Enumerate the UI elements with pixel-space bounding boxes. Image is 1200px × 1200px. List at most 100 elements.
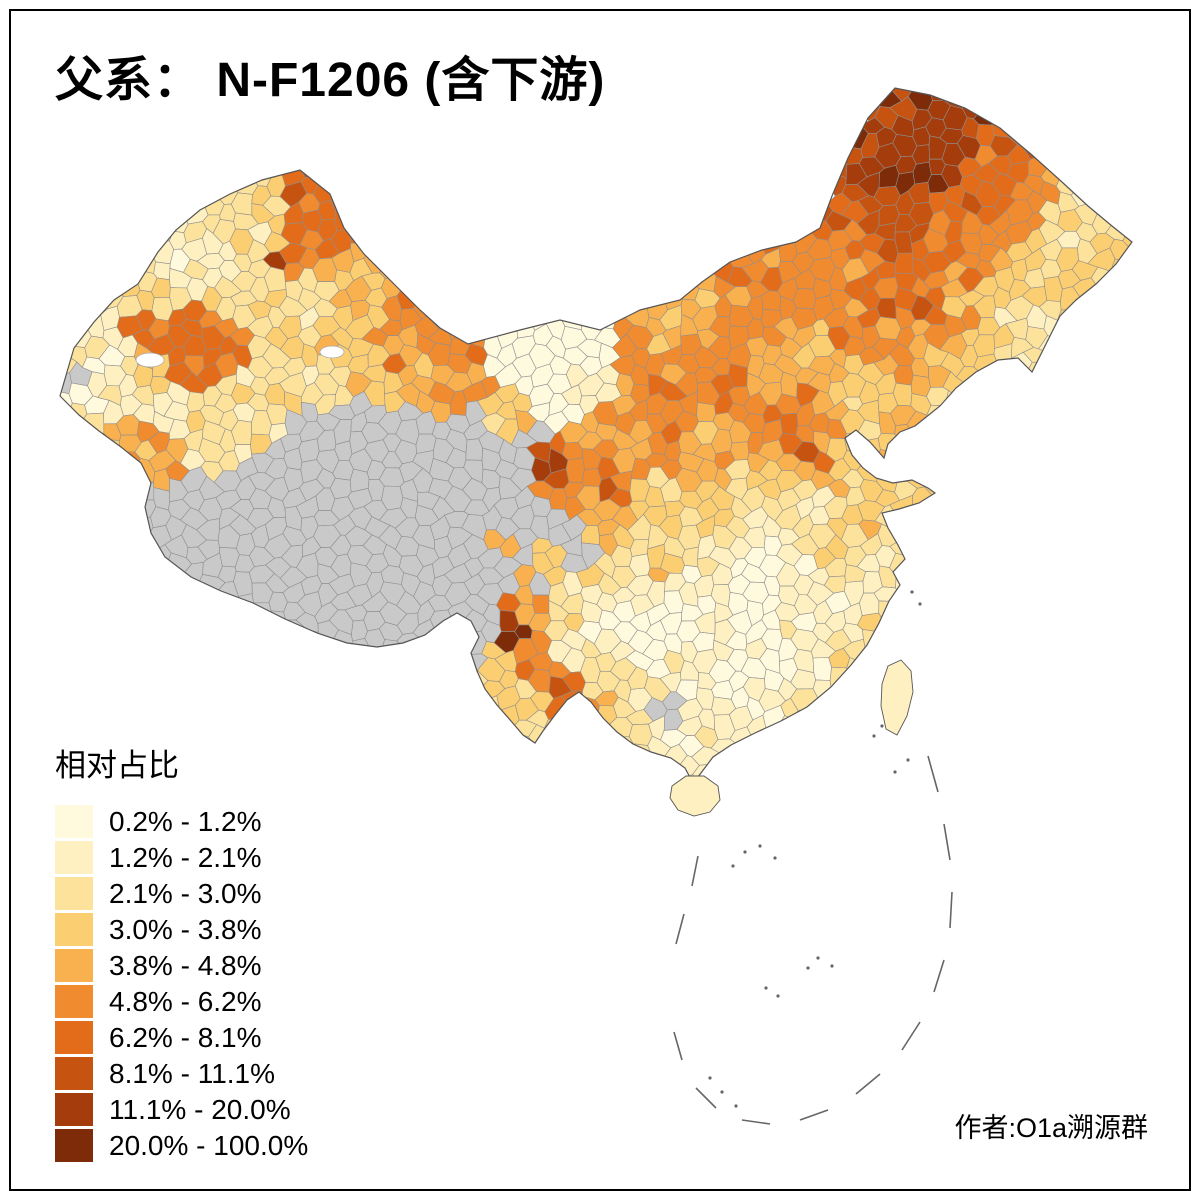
- prefecture-cell: [926, 386, 949, 407]
- prefecture-cell: [153, 261, 171, 281]
- legend-item: 6.2% - 8.1%: [55, 1021, 308, 1054]
- islet-dot: [906, 758, 910, 762]
- legend-item-label: 2.1% - 3.0%: [109, 877, 262, 909]
- taiwan-island: [880, 659, 914, 736]
- legend-item: 3.0% - 3.8%: [55, 913, 308, 946]
- prefecture-cell: [780, 412, 799, 436]
- sea-dash: [799, 1109, 829, 1121]
- prefecture-cell: [878, 600, 901, 622]
- sea-dash: [949, 891, 953, 929]
- prefecture-cell: [873, 449, 902, 470]
- prefecture-cell: [928, 88, 951, 101]
- prefecture-cell: [81, 412, 105, 434]
- prefecture-cell: [561, 304, 584, 331]
- prefecture-cells-layer: [60, 88, 1132, 783]
- legend-item: 20.0% - 100.0%: [55, 1129, 308, 1162]
- lake: [135, 352, 165, 368]
- prefecture-cell: [696, 402, 717, 423]
- legend-swatch: [55, 1129, 93, 1162]
- prefecture-cell: [812, 657, 832, 681]
- legend: 相对占比 0.2% - 1.2% 1.2% - 2.1% 2.1% - 3.0% 3.…: [55, 740, 308, 1165]
- legend-items: 0.2% - 1.2% 1.2% - 2.1% 2.1% - 3.0% 3.0% - …: [55, 805, 308, 1162]
- prefecture-cell: [944, 389, 968, 414]
- sea-dash: [741, 1119, 771, 1125]
- prefecture-cell: [230, 593, 254, 616]
- sea-dash: [943, 823, 951, 861]
- sea-dash: [691, 855, 699, 887]
- legend-item: 1.2% - 2.1%: [55, 841, 308, 874]
- map-title: 父系： N-F1206 (含下游): [55, 54, 606, 107]
- islet-dot: [773, 856, 777, 860]
- legend-item-label: 11.1% - 20.0%: [109, 1093, 291, 1125]
- islet-dot: [708, 1076, 712, 1080]
- prefecture-cell: [846, 657, 864, 683]
- islet-dot: [918, 602, 922, 606]
- legend-item-label: 4.8% - 6.2%: [109, 985, 262, 1017]
- lake: [319, 345, 345, 359]
- legend-item-label: 20.0% - 100.0%: [109, 1129, 309, 1161]
- prefecture-cell: [298, 438, 320, 463]
- legend-swatch: [55, 949, 93, 982]
- prefecture-cell: [60, 372, 72, 395]
- legend-swatch: [55, 913, 93, 946]
- sea-dash: [901, 1021, 921, 1051]
- prefecture-cell: [1057, 308, 1084, 328]
- islet-dot: [893, 770, 897, 774]
- legend-item-label: 3.8% - 4.8%: [109, 949, 262, 981]
- islet-dot: [743, 850, 747, 854]
- prefecture-cell: [973, 107, 1002, 126]
- prefecture-cell: [876, 297, 897, 320]
- legend-item: 11.1% - 20.0%: [55, 1093, 308, 1126]
- prefecture-cell: [544, 718, 570, 741]
- islet-dot: [910, 590, 914, 594]
- prefecture-cell: [877, 523, 902, 547]
- legend-swatch: [55, 805, 93, 838]
- legend-item: 4.8% - 6.2%: [55, 985, 308, 1018]
- islet-dot: [806, 966, 810, 970]
- prefecture-cell: [792, 288, 817, 310]
- sea-dash: [927, 755, 939, 793]
- legend-item: 2.1% - 3.0%: [55, 877, 308, 910]
- islet-dot: [720, 1090, 724, 1094]
- nine-dash-line: [673, 590, 953, 1125]
- sea-dash: [675, 913, 685, 945]
- sea-dash: [673, 1031, 683, 1061]
- legend-swatch: [55, 1021, 93, 1054]
- prefecture-cell: [151, 240, 175, 265]
- prefecture-cell: [991, 117, 1017, 138]
- prefecture-cell: [862, 629, 881, 650]
- islet-dot: [734, 1104, 738, 1108]
- sea-dash: [933, 959, 945, 993]
- prefecture-cell: [761, 290, 782, 311]
- prefecture-cell: [628, 723, 653, 746]
- prefecture-cell: [532, 594, 550, 614]
- legend-item: 3.8% - 4.8%: [55, 949, 308, 982]
- legend-item-label: 3.0% - 3.8%: [109, 913, 262, 945]
- sea-dash: [695, 1087, 717, 1109]
- islet-dot: [880, 724, 884, 728]
- legend-item-label: 0.2% - 1.2%: [109, 805, 262, 837]
- islet-dot: [830, 964, 834, 968]
- prefecture-cell: [681, 546, 699, 568]
- prefecture-cell: [593, 306, 618, 330]
- prefecture-cell: [530, 495, 552, 517]
- lakes-layer: [135, 345, 345, 368]
- islet-dot: [776, 994, 780, 998]
- islet-dot: [872, 734, 876, 738]
- legend-item-label: 8.1% - 11.1%: [109, 1057, 276, 1089]
- country-outline: [59, 87, 1133, 785]
- prefecture-cell: [894, 252, 914, 274]
- legend-item: 0.2% - 1.2%: [55, 805, 308, 838]
- legend-swatch: [55, 985, 93, 1018]
- legend-swatch: [55, 1057, 93, 1090]
- prefecture-cell: [482, 315, 501, 337]
- prefecture-cell: [613, 736, 634, 757]
- legend-item-label: 6.2% - 8.1%: [109, 1021, 262, 1053]
- prefecture-cell: [893, 365, 914, 386]
- prefecture-cell: [829, 666, 848, 688]
- islet-dot: [816, 956, 820, 960]
- legend-swatch: [55, 877, 93, 910]
- islet-dot: [731, 864, 735, 868]
- legend-item-label: 1.2% - 2.1%: [109, 841, 262, 873]
